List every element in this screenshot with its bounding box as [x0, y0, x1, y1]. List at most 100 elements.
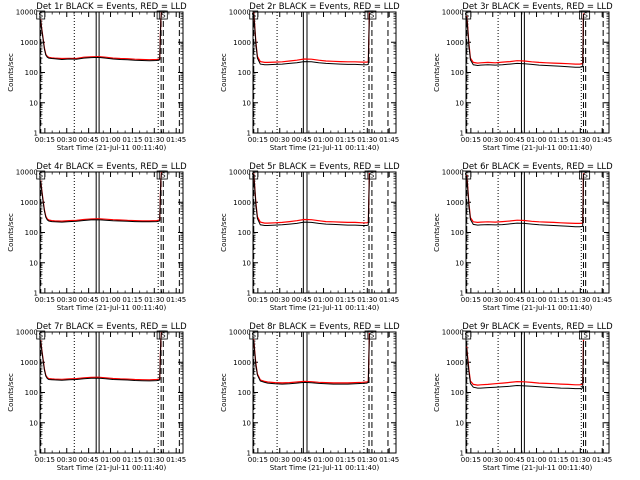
x-tick-label: 00:45: [292, 296, 312, 304]
x-tick-label: 01:00: [100, 296, 120, 304]
y-tick-label: 100: [238, 389, 251, 397]
y-tick-label: 1000: [20, 199, 38, 207]
y-tick-label: 100: [451, 229, 464, 237]
y-tick-label: 100: [25, 69, 38, 77]
x-tick-label: 00:15: [35, 296, 55, 304]
detector-panel: Det 6r BLACK = Events, RED = LLD 1 10 100 10…: [433, 162, 613, 312]
x-tick-label: 01:45: [592, 456, 612, 464]
series-events-line: [253, 173, 370, 226]
y-tick-label: 10: [455, 99, 464, 107]
x-tick-label: 00:15: [248, 456, 268, 464]
detector-panel: Det 9r BLACK = Events, RED = LLD 1 10 100 10…: [433, 322, 613, 472]
x-tick-label: 00:30: [270, 456, 290, 464]
panel-title: Det 6r BLACK = Events, RED = LLD: [462, 162, 613, 172]
series-events-line: [466, 173, 584, 228]
y-tick-label: 10: [242, 419, 251, 427]
y-axis-label: Counts/sec: [220, 213, 228, 252]
x-tick-label: 01:00: [313, 136, 333, 144]
x-tick-label: 00:15: [461, 456, 481, 464]
series-lld-line: [466, 13, 585, 65]
plot-frame: [252, 171, 397, 294]
y-tick-label: 1000: [446, 199, 464, 207]
x-axis-label: Start Time (21-Jul-11 00:11:40): [270, 144, 380, 152]
x-tick-label: 01:15: [548, 296, 568, 304]
y-tick-label: 1000: [446, 359, 464, 367]
series-events-line: [253, 333, 370, 385]
x-tick-label: 00:30: [270, 136, 290, 144]
x-tick-label: 00:15: [35, 136, 55, 144]
x-tick-label: 01:45: [166, 136, 186, 144]
x-tick-label: 00:30: [270, 296, 290, 304]
y-tick-label: 1: [247, 290, 251, 298]
y-tick-label: 10000: [442, 169, 464, 177]
panel-title: Det 3r BLACK = Events, RED = LLD: [462, 2, 613, 12]
y-tick-label: 10: [29, 419, 38, 427]
marker-label-box: [36, 10, 46, 20]
series-events-line: [466, 341, 584, 390]
x-tick-label: 00:30: [57, 456, 77, 464]
marker-label: S: [370, 332, 375, 340]
marker-label: S: [583, 172, 588, 180]
x-tick-label: 00:30: [57, 136, 77, 144]
y-tick-label: 1: [247, 450, 251, 458]
y-tick-label: 10: [29, 259, 38, 267]
x-tick-label: 01:00: [100, 456, 120, 464]
x-axis-label: Start Time (21-Jul-11 00:11:40): [483, 464, 593, 472]
y-tick-label: 1000: [446, 39, 464, 47]
x-axis-label: Start Time (21-Jul-11 00:11:40): [57, 464, 167, 472]
x-axis-label: Start Time (21-Jul-11 00:11:40): [57, 144, 167, 152]
panel-title: Det 9r BLACK = Events, RED = LLD: [462, 322, 613, 332]
marker-label-box: [581, 330, 591, 340]
marker-label: S: [465, 332, 470, 340]
x-tick-label: 01:30: [357, 136, 377, 144]
x-tick-label: 01:15: [335, 136, 355, 144]
series-events-line: [40, 173, 162, 223]
x-tick-label: 01:30: [357, 296, 377, 304]
y-tick-label: 1: [34, 290, 38, 298]
x-tick-label: 00:15: [461, 296, 481, 304]
x-tick-label: 00:30: [483, 296, 503, 304]
y-tick-label: 10000: [16, 329, 38, 337]
x-tick-label: 01:45: [166, 296, 186, 304]
series-lld-line: [40, 172, 162, 222]
y-tick-label: 10000: [16, 169, 38, 177]
y-tick-label: 10: [455, 419, 464, 427]
y-axis-label: Counts/sec: [433, 373, 441, 412]
series-lld-line: [253, 172, 370, 224]
x-tick-label: 01:15: [122, 456, 142, 464]
plot-frame: [465, 171, 610, 294]
marker-label-box: [158, 170, 168, 180]
y-tick-label: 1000: [233, 359, 251, 367]
x-tick-label: 01:00: [313, 456, 333, 464]
plot-frame: [252, 11, 397, 134]
y-tick-label: 100: [25, 229, 38, 237]
detector-panel: Det 4r BLACK = Events, RED = LLD 1 10 100 10…: [7, 162, 187, 312]
panel-title: Det 7r BLACK = Events, RED = LLD: [36, 322, 187, 332]
marker-label-box: [36, 170, 46, 180]
x-tick-label: 01:00: [100, 136, 120, 144]
panel-title: Det 8r BLACK = Events, RED = LLD: [249, 322, 400, 332]
x-tick-label: 01:15: [548, 456, 568, 464]
plot-frame: [465, 331, 610, 454]
x-tick-label: 01:15: [548, 136, 568, 144]
x-tick-label: 00:45: [505, 456, 525, 464]
series-lld-line: [466, 339, 585, 386]
x-tick-label: 01:45: [592, 136, 612, 144]
panel-title: Det 2r BLACK = Events, RED = LLD: [249, 2, 400, 12]
y-tick-label: 10000: [442, 329, 464, 337]
x-tick-label: 01:30: [144, 296, 164, 304]
x-tick-label: 01:15: [335, 296, 355, 304]
y-tick-label: 1: [34, 450, 38, 458]
plot-frame: [39, 171, 184, 294]
y-tick-label: 10: [242, 259, 251, 267]
marker-label: S: [583, 332, 588, 340]
y-tick-label: 1: [460, 450, 464, 458]
y-tick-label: 1: [247, 130, 251, 138]
y-tick-label: 100: [451, 389, 464, 397]
x-tick-label: 00:15: [461, 136, 481, 144]
x-tick-label: 01:15: [122, 296, 142, 304]
plot-frame: [252, 331, 397, 454]
x-tick-label: 01:15: [335, 456, 355, 464]
y-tick-label: 100: [451, 69, 464, 77]
y-tick-label: 1: [460, 130, 464, 138]
